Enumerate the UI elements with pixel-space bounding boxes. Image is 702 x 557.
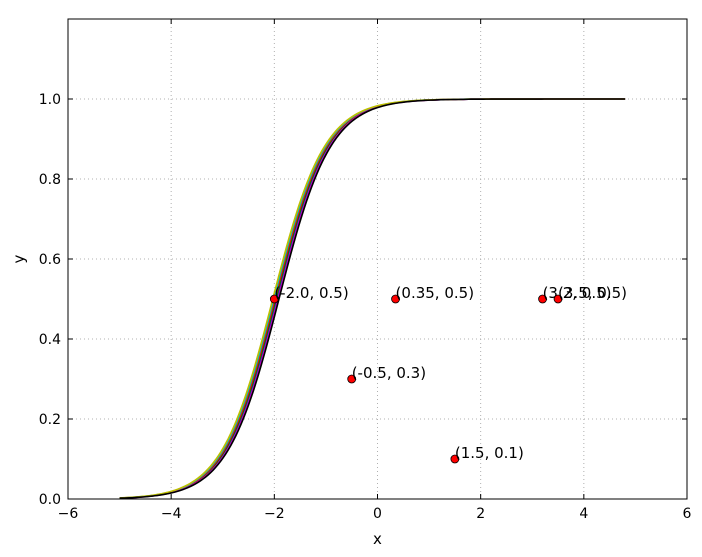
data-point (538, 294, 547, 304)
point-annotation: (0.35, 0.5) (396, 284, 475, 302)
x-tick-label: 6 (683, 506, 692, 522)
data-point (347, 374, 357, 384)
x-tick-label: 4 (579, 506, 588, 522)
y-axis-label: y (10, 254, 28, 263)
data-point (391, 294, 400, 304)
data-point (553, 294, 563, 304)
grid (68, 19, 687, 499)
y-tick-label: 0.0 (39, 492, 61, 508)
x-tick-label: 0 (373, 506, 382, 522)
y-tick-label: 0.8 (39, 172, 61, 188)
y-tick-label: 0.4 (39, 332, 61, 348)
x-tick-label: −4 (161, 506, 182, 522)
series-line-6 (119, 98, 626, 499)
point-annotation: (-2.0, 0.5) (274, 284, 348, 302)
y-tick-label: 0.2 (39, 412, 61, 428)
x-tick-label: −2 (264, 506, 285, 522)
data-point (269, 294, 279, 304)
ticks: −6 −4 −2 0 2 4 6 0.0 0.2 0.4 0.6 0.8 1.0 (39, 19, 692, 522)
points: (-2.0, 0.5) (0.35, 0.5) (3.2, 0.5)(3.5, 0.… (269, 284, 627, 464)
x-tick-label: −6 (58, 506, 79, 522)
curves (119, 98, 626, 499)
y-tick-label: 1.0 (39, 92, 61, 108)
data-point (450, 454, 460, 464)
x-tick-label: 2 (476, 506, 485, 522)
point-annotation: (-0.5, 0.3) (352, 364, 426, 382)
point-annotation: (1.5, 0.1) (455, 444, 524, 462)
point-annotation: (3.5, 0.5) (558, 284, 627, 302)
x-axis-label: x (373, 530, 382, 548)
y-tick-label: 0.6 (39, 252, 61, 268)
